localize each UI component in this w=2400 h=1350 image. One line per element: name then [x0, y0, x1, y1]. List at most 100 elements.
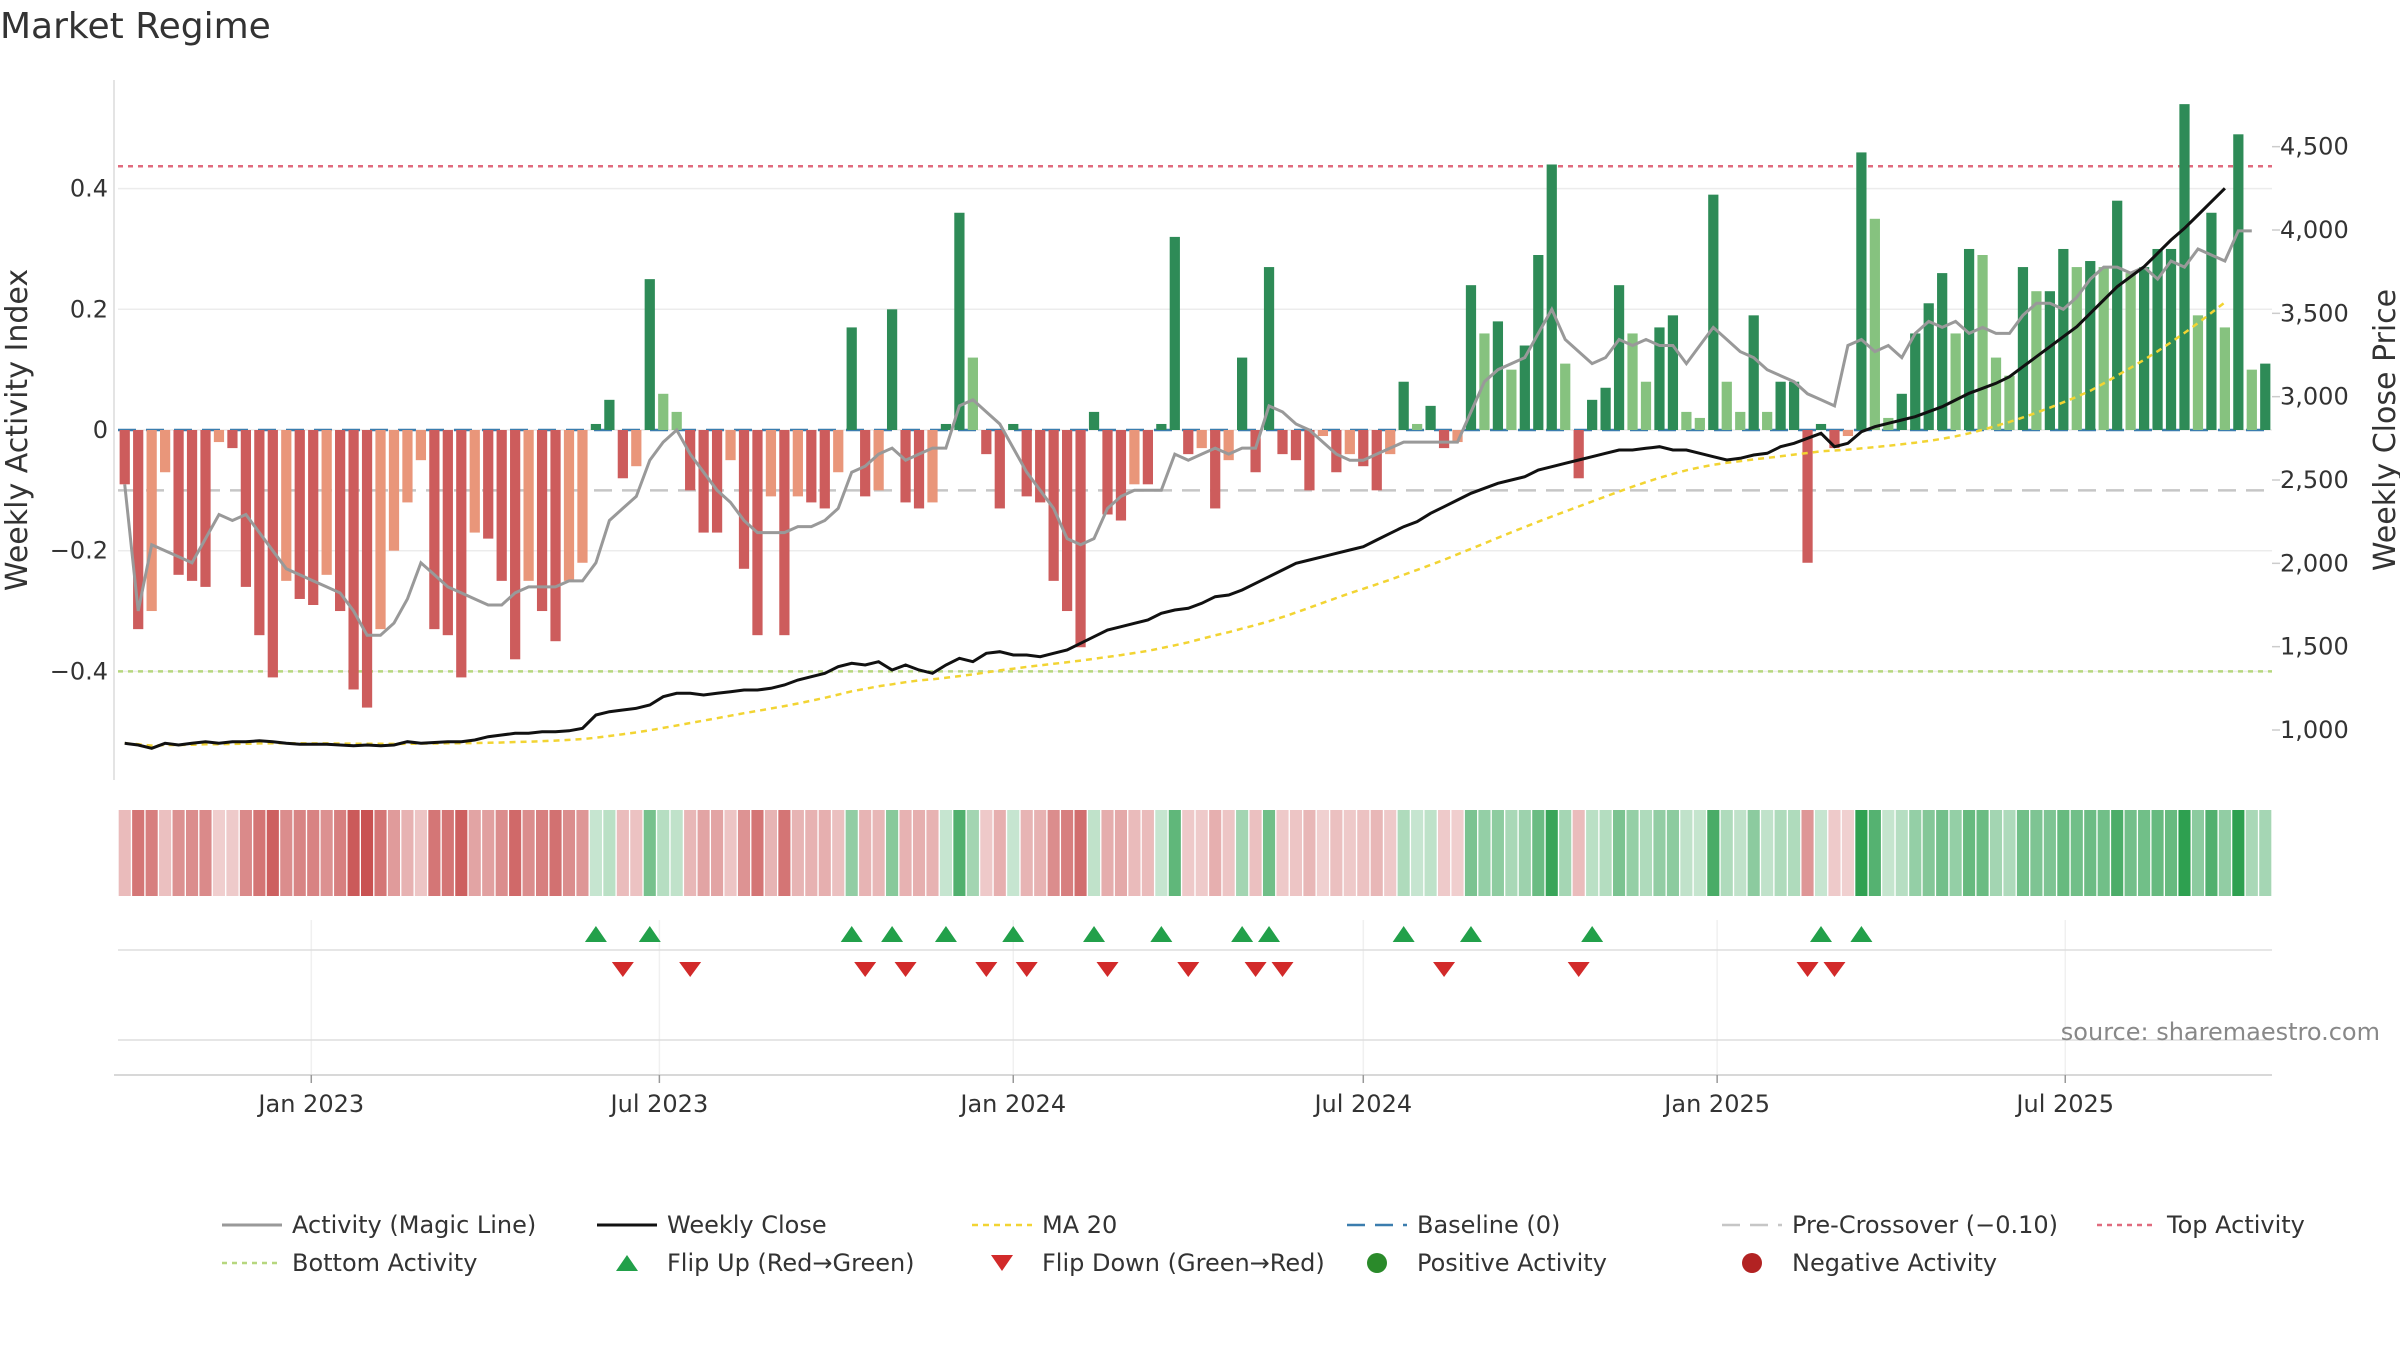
regime-cell	[1478, 810, 1491, 896]
activity-bar	[1075, 430, 1086, 648]
regime-cell	[643, 810, 656, 896]
regime-cell	[549, 810, 562, 896]
flip-up-marker	[1258, 926, 1281, 942]
activity-bar	[483, 430, 494, 539]
regime-cell	[993, 810, 1006, 896]
regime-cell	[1922, 810, 1935, 896]
regime-cell	[1909, 810, 1922, 896]
right-tick-label: 4,500	[2280, 133, 2349, 161]
left-axis: −0.4 −0.2 0 0.2 0.4	[50, 80, 115, 780]
flip-up-marker	[584, 926, 607, 942]
activity-bar	[1021, 430, 1032, 497]
activity-bar	[685, 430, 696, 491]
regime-cell	[1451, 810, 1464, 896]
activity-bar	[1250, 430, 1261, 473]
activity-bar	[1748, 315, 1759, 430]
regime-cell	[2111, 810, 2124, 896]
regime-cell	[1411, 810, 1424, 896]
activity-bar	[1600, 387, 1611, 430]
regime-cell	[159, 810, 172, 896]
activity-bar	[1896, 393, 1907, 430]
regime-cell	[1101, 810, 1114, 896]
activity-bar	[1196, 430, 1207, 449]
activity-bar	[1035, 430, 1046, 503]
flip-down-marker	[1796, 962, 1819, 977]
left-tick-label: −0.2	[50, 537, 108, 565]
activity-bar	[1277, 430, 1288, 455]
activity-bar	[1371, 430, 1382, 491]
flip-down-marker	[1433, 962, 1456, 977]
flip-down-marker	[894, 962, 917, 977]
activity-bar	[1115, 430, 1127, 521]
regime-cell	[2205, 810, 2218, 896]
regime-cell	[1087, 810, 1101, 896]
regime-cell	[1262, 810, 1276, 896]
regime-cell	[1532, 810, 1545, 896]
legend-swatch	[991, 1255, 1013, 1271]
activity-bar	[1210, 430, 1221, 509]
activity-bar	[563, 430, 575, 581]
activity-bar	[200, 430, 211, 587]
regime-cell	[980, 810, 993, 896]
activity-bar	[1088, 411, 1100, 430]
regime-cell	[1343, 810, 1356, 896]
regime-cell	[1357, 810, 1370, 896]
right-axis: 1,000 1,500 2,000 2,500 3,000 3,500 4,000 4,500	[2272, 133, 2349, 744]
regime-cell	[347, 810, 360, 896]
activity-bar	[1721, 381, 1732, 430]
regime-cell	[657, 810, 670, 896]
activity-bar	[2233, 134, 2244, 430]
regime-cell	[495, 810, 508, 896]
activity-bar	[2206, 212, 2217, 430]
activity-bar	[994, 430, 1005, 509]
regime-cell	[1707, 810, 1720, 896]
activity-bar	[1560, 363, 1571, 430]
activity-bar	[536, 430, 548, 612]
activity-bar	[2071, 267, 2082, 430]
regime-cell	[2245, 810, 2258, 896]
activity-bar	[1573, 430, 1584, 479]
x-tick-label: Jan 2024	[958, 1090, 1066, 1118]
regime-cell	[2138, 810, 2151, 896]
activity-bar	[1358, 430, 1369, 467]
activity-bar	[1317, 430, 1329, 437]
regime-cell	[2151, 810, 2164, 896]
regime-cell	[630, 810, 643, 896]
activity-bar	[1412, 423, 1423, 430]
right-tick-label: 3,500	[2280, 299, 2349, 327]
regime-cell	[966, 810, 979, 896]
regime-cell	[522, 810, 535, 896]
regime-cell	[778, 810, 791, 896]
activity-bar	[119, 430, 130, 485]
magic-line	[123, 229, 2252, 637]
activity-bar	[698, 430, 709, 533]
regime-cell	[1195, 810, 1208, 896]
activity-bar	[658, 393, 669, 430]
activity-bar	[1613, 285, 1625, 430]
regime-cell	[360, 810, 374, 896]
regime-cell	[1518, 810, 1531, 896]
regime-cell	[374, 810, 387, 896]
legend-swatch	[1742, 1253, 1762, 1273]
regime-cell	[2259, 810, 2272, 896]
regime-cell	[886, 810, 899, 896]
regime-cell	[1182, 810, 1195, 896]
activity-bar	[846, 327, 857, 430]
flip-down-marker	[679, 962, 702, 977]
regime-cell	[1464, 810, 1478, 896]
regime-cell	[2097, 810, 2110, 896]
regime-cell	[1613, 810, 1626, 896]
regime-cell	[1680, 810, 1693, 896]
regime-cell	[1761, 810, 1774, 896]
regime-cell	[1949, 810, 1962, 896]
regime-cell	[670, 810, 683, 896]
regime-cell	[2030, 810, 2043, 896]
right-axis-label: Weekly Close Price	[2368, 289, 2400, 571]
activity-bar	[819, 430, 830, 509]
activity-bar	[1385, 430, 1396, 455]
activity-bar	[1142, 430, 1153, 485]
regime-cell	[1303, 810, 1316, 896]
activity-bar	[1438, 430, 1450, 449]
regime-cell	[1370, 810, 1383, 896]
activity-bar	[1977, 255, 1988, 430]
